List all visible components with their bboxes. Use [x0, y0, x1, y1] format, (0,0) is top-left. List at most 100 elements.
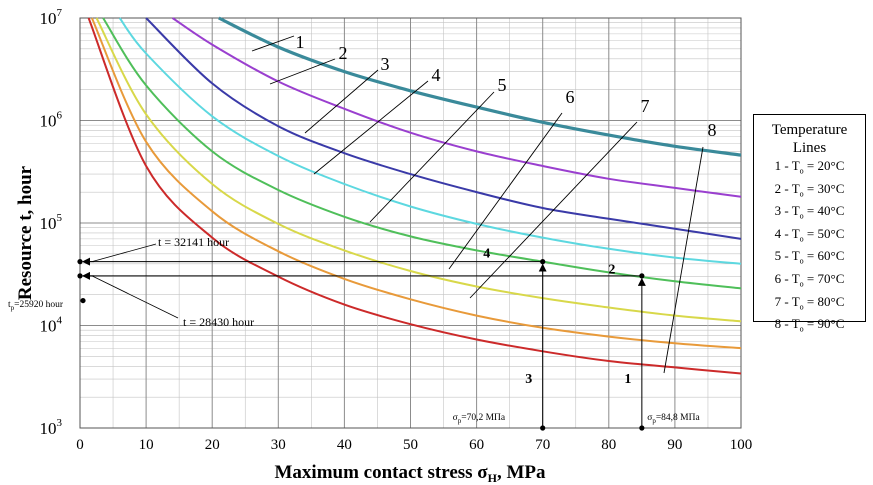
y-tick-base: 10	[40, 419, 57, 438]
x-tick-label: 30	[271, 437, 286, 453]
legend-item-sym: T	[791, 248, 800, 264]
legend-item-sym: T	[791, 203, 800, 219]
legend-item-sym: T	[791, 293, 800, 309]
legend-item-num: 8 -	[774, 316, 792, 332]
legend-item-sub: o	[799, 189, 804, 199]
legend-item-4: 4 - To = 50°C	[754, 226, 865, 248]
leader-line-8	[663, 146, 704, 374]
y-tick-label: 104	[40, 315, 63, 336]
y-tick-base: 10	[40, 214, 57, 233]
legend-item-num: 5 -	[774, 248, 792, 264]
annotation-t-p-sym: t	[8, 300, 11, 310]
x-tick-label: 50	[403, 437, 418, 453]
curve-label-8: 8	[708, 120, 717, 140]
y-tick-label: 103	[40, 417, 63, 438]
curve-label-7: 7	[641, 96, 650, 116]
ref-point	[540, 425, 546, 431]
legend-title: Temperature Lines	[771, 122, 848, 156]
x-tick-label: 40	[337, 437, 352, 453]
legend-item-sym: T	[791, 180, 800, 196]
ref-point	[540, 259, 546, 265]
annotation-sigma-85: σp=84,8 МПа	[647, 413, 700, 425]
annotation-t-p-value: =25920 hour	[14, 300, 64, 310]
x-tick-label: 100	[730, 437, 753, 453]
ref-point	[639, 425, 645, 431]
legend-item-sym: T	[791, 158, 800, 173]
y-tick-label: 107	[40, 7, 63, 28]
legend-item-val: = 90°C	[803, 316, 845, 332]
step-label-3: 3	[525, 372, 532, 387]
x-axis-label-main: Maximum contact stress σ	[274, 462, 488, 483]
x-axis-label-sub: H	[488, 471, 498, 485]
y-tick-label: 105	[40, 212, 63, 233]
legend-item-8: 8 - To = 90°C	[754, 316, 865, 338]
y-tick-base: 10	[40, 112, 57, 131]
legend-item-sym: T	[791, 225, 800, 241]
annotation-sigma-value-70: =70,2 МПа	[461, 413, 506, 423]
legend-item-val: = 60°C	[803, 248, 845, 264]
x-tick-labels: 0 10 20 30 40 50 60 70 80 90 100	[76, 437, 752, 453]
legend-item-sym: T	[791, 316, 800, 332]
x-axis-label-unit: , MPa	[497, 462, 546, 483]
legend-item-5: 5 - To = 60°C	[754, 248, 865, 270]
y-tick-exponent: 6	[57, 110, 63, 122]
annotation-sigma-70: σp=70,2 МПа	[453, 413, 506, 425]
legend-item-num: 7 -	[774, 293, 792, 309]
curve-5	[102, 17, 742, 290]
curve-6	[95, 17, 742, 323]
curve-label-3: 3	[381, 54, 390, 74]
annotation-sigma-value-85: =84,8 МПа	[656, 413, 701, 423]
legend-item-sub: o	[799, 234, 804, 244]
curve-label-6: 6	[566, 87, 575, 107]
legend-item-sub: o	[799, 279, 804, 289]
annotation-t-upper: t = 32141 hour	[158, 235, 229, 249]
leader-line-3	[304, 69, 379, 134]
x-tick-label: 70	[535, 437, 550, 453]
ref-point	[77, 259, 83, 265]
x-axis-label: Maximum contact stress σH, MPa	[274, 462, 546, 485]
legend-item-sub: o	[799, 324, 804, 334]
y-tick-exponent: 7	[57, 7, 63, 19]
curve-3	[145, 17, 742, 240]
curve-8	[87, 17, 742, 375]
legend-item-num: 1 -	[774, 158, 792, 173]
legend-item-val: = 40°C	[803, 203, 845, 219]
leader-line-4	[313, 80, 429, 175]
legend-item-val: = 80°C	[803, 293, 845, 309]
legend-item-num: 6 -	[774, 270, 792, 286]
annotation-sigma-sub-85: p	[652, 417, 656, 425]
y-tick-label: 106	[40, 110, 63, 131]
annotation-t-p: tp=25920 hour	[8, 300, 64, 312]
legend-item-num: 2 -	[774, 180, 792, 196]
callout-leader-lower	[91, 275, 179, 319]
annotation-sigma-sym-85: σ	[647, 413, 652, 423]
legend: Temperature Lines 1 - To = 20°C 2 - To = …	[753, 114, 866, 334]
curve-label-2: 2	[339, 43, 348, 63]
legend-item-num: 4 -	[774, 225, 792, 241]
x-tick-label: 0	[76, 437, 84, 453]
y-tick-base: 10	[40, 9, 57, 28]
legend-item-sub: o	[799, 302, 804, 312]
plot-border	[79, 17, 742, 429]
x-tick-label: 10	[139, 437, 154, 453]
x-tick-label: 60	[469, 437, 484, 453]
annotation-t-p-sub: p	[11, 304, 15, 312]
legend-item-sym: T	[791, 270, 800, 286]
curves	[87, 16, 742, 375]
y-tick-exponent: 5	[57, 212, 63, 224]
legend-item-1: 1 - To = 20°C	[754, 158, 865, 180]
y-tick-base: 10	[40, 317, 57, 336]
y-tick-exponent: 4	[57, 315, 63, 327]
legend-item-sub: o	[799, 211, 804, 221]
ref-point	[639, 273, 645, 279]
annotation-sigma-sub-70: p	[458, 417, 462, 425]
leader-line-1	[251, 35, 295, 52]
curve-label-1: 1	[296, 32, 305, 52]
leader-line-7	[469, 121, 638, 299]
y-tick-exponent: 3	[57, 417, 63, 429]
step-label-2: 2	[608, 263, 615, 278]
curve-1	[218, 16, 742, 157]
